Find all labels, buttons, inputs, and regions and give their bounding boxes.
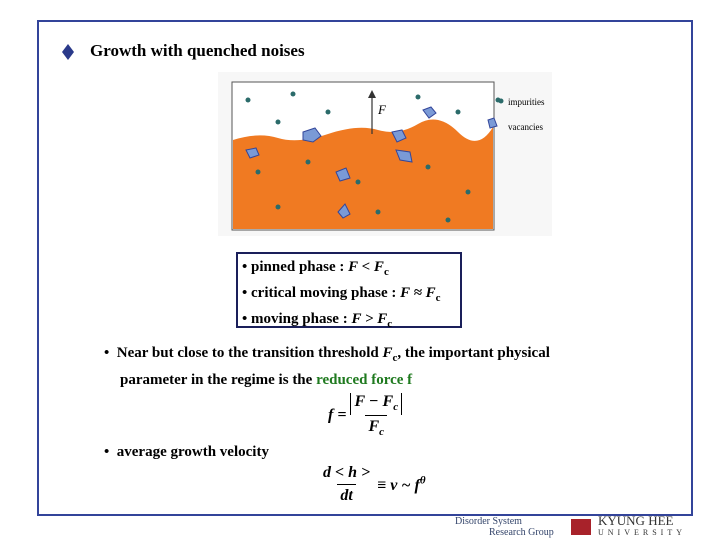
phase-item: • pinned phase : F < Fc xyxy=(242,259,389,278)
paragraph-sub: c xyxy=(392,352,398,364)
denominator-text: F xyxy=(368,418,380,436)
rhs-sup: θ xyxy=(419,474,426,487)
phase-label: critical moving phase : xyxy=(251,285,397,301)
phases-box xyxy=(236,252,462,328)
force-label: F xyxy=(377,102,387,117)
paragraph-text: Near but close to the transition thresho… xyxy=(116,345,383,361)
slide-frame xyxy=(37,20,693,516)
university-line: KYUNG HEE xyxy=(598,513,674,528)
bullet: • average growth velocity xyxy=(104,444,269,460)
phase-sub: c xyxy=(387,318,393,330)
title-bullet xyxy=(62,44,74,60)
numerator: F − Fc xyxy=(350,393,403,416)
group-line: Research Group xyxy=(489,527,554,538)
bullet-text: average growth velocity xyxy=(116,444,269,460)
highlight: reduced force f xyxy=(316,372,413,388)
phase-sub: c xyxy=(435,292,441,304)
paragraph-text: , the important physical parameter in th… xyxy=(120,345,550,388)
denominator-sub: c xyxy=(379,426,385,439)
legend-impurities: impurities xyxy=(508,97,545,107)
paragraph-symbol: F xyxy=(382,345,393,361)
formula-reduced-force: f = F − Fc Fc xyxy=(328,393,403,439)
numerator-text: F − F xyxy=(354,393,394,410)
numerator-sub: c xyxy=(393,401,399,414)
slide-title: Growth with quenched noises xyxy=(90,41,305,60)
university-logo: KYUNG HEE UNIVERSITY xyxy=(598,513,686,539)
paragraph: • Near but close to the transition thres… xyxy=(104,345,550,388)
legend-vacancies: vacancies xyxy=(508,122,543,132)
denominator: dt xyxy=(337,484,356,505)
phase-item: • critical moving phase : F ≈ Fc xyxy=(242,285,441,304)
formula-velocity: d < h > dt ≡ v ~ fθ xyxy=(320,464,426,505)
fraction: d < h > dt xyxy=(320,464,373,505)
phases-list: • pinned phase : F < Fc • critical moving… xyxy=(242,257,441,335)
formula-lhs: f = xyxy=(328,406,347,424)
university-emblem xyxy=(571,519,591,535)
phase-label: moving phase : xyxy=(251,311,348,327)
phase-sub: c xyxy=(383,266,389,278)
fraction: F − Fc Fc xyxy=(350,393,403,439)
group-logo: Disorder System Research Group xyxy=(455,516,554,538)
numerator: d < h > xyxy=(323,464,371,481)
growth-figure: F impurities vacancies xyxy=(218,72,552,236)
formula-rhs: ≡ v ~ fθ xyxy=(377,474,426,494)
phase-relation: F ≈ F xyxy=(400,285,436,301)
denominator: Fc xyxy=(365,415,388,439)
phase-relation: F < F xyxy=(348,259,384,275)
phase-label: pinned phase : xyxy=(251,259,345,275)
rhs-text: ≡ v ~ f xyxy=(377,476,420,494)
phase-item: • moving phase : F > Fc xyxy=(242,311,393,330)
university-line: UNIVERSITY xyxy=(598,528,686,537)
group-line: Disorder System xyxy=(455,516,522,527)
phase-relation: F > F xyxy=(351,311,388,327)
